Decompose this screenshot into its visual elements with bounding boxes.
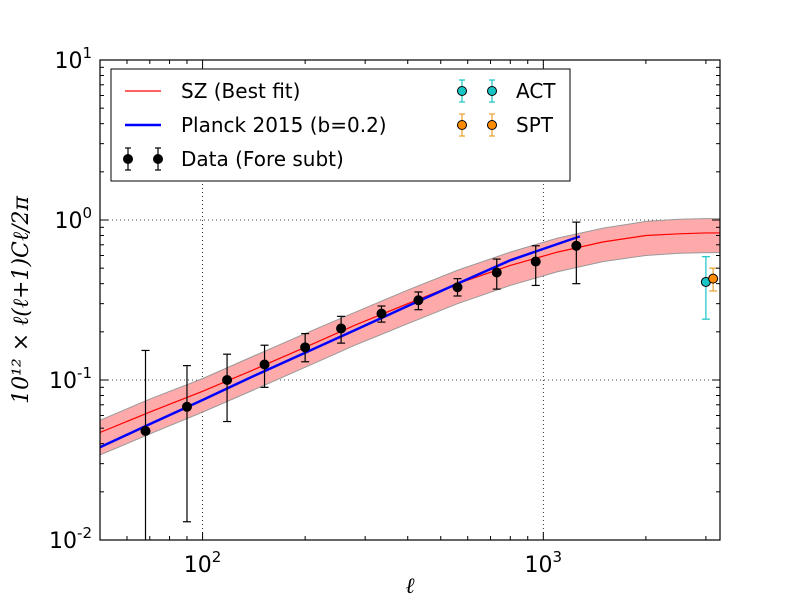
legend-act-label: ACT: [516, 79, 556, 103]
data-point: [259, 359, 270, 370]
plot-contents: [100, 60, 720, 540]
data-point: [300, 342, 311, 353]
data-point: [452, 282, 463, 293]
data-point: [140, 426, 151, 437]
data-point: [413, 295, 424, 306]
legend-data-2-marker: [153, 154, 163, 164]
x-tick-label: 102: [184, 548, 222, 578]
data-point: [571, 240, 582, 251]
data-point: [376, 308, 387, 319]
band-lower-edge: [100, 252, 720, 456]
data-point: [336, 323, 347, 334]
x-axis-label: ℓ: [405, 574, 415, 599]
legend-spt-label: SPT: [516, 113, 554, 137]
axis-ticks: 102 103 10-2 10-1 100 101: [49, 44, 720, 578]
data-point: [181, 401, 192, 412]
legend: SZ (Best fit) Planck 2015 (b=0.2) Data (Fo…: [110, 68, 571, 182]
y-tick-label: 100: [54, 204, 92, 234]
data-point: [491, 267, 502, 278]
y-tick-label: 101: [54, 44, 92, 74]
y-tick-label: 10-2: [49, 524, 92, 554]
plot-area: [100, 60, 720, 540]
data-point: [530, 256, 541, 267]
legend-data-label: Data (Fore subt): [181, 147, 344, 171]
data-point: [222, 375, 233, 385]
spt-point: [708, 273, 719, 284]
legend-sz-label: SZ (Best fit): [181, 79, 300, 103]
sz-uncertainty-band: [100, 218, 720, 455]
band-upper-edge: [100, 218, 720, 421]
y-axis-label: 10¹² × ℓ(ℓ+1)Cℓ/2π: [9, 196, 34, 404]
x-tick-label: 103: [525, 548, 563, 578]
plot-frame: [99, 59, 721, 541]
legend-act-1-marker: [457, 86, 467, 96]
legend-act-2-marker: [487, 86, 497, 96]
y-tick-label: 10-1: [49, 364, 92, 394]
legend-data-1-marker: [123, 154, 133, 164]
legend-spt-2-marker: [487, 120, 497, 130]
legend-spt-1-marker: [457, 120, 467, 130]
legend-planck-label: Planck 2015 (b=0.2): [181, 113, 387, 137]
